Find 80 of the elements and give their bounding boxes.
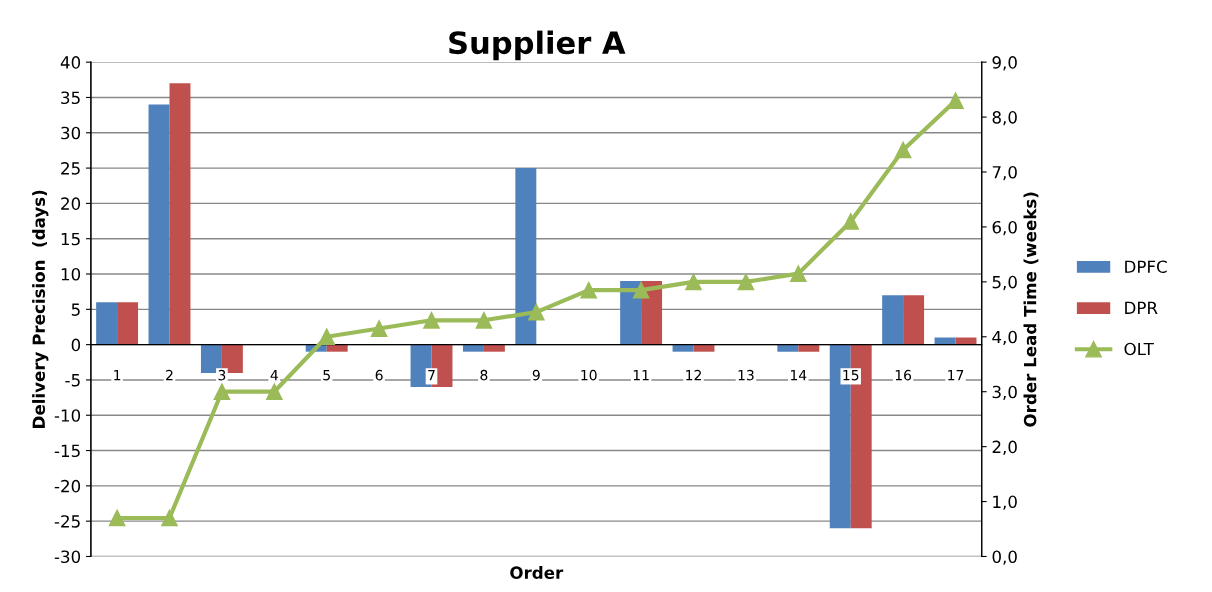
bar: [693, 344, 715, 352]
x-tick-label: 4: [270, 370, 278, 381]
bar: [117, 302, 139, 345]
x-tick-label: 9: [532, 369, 540, 381]
point: [842, 213, 860, 230]
point: [527, 303, 545, 321]
bar: [515, 168, 537, 345]
y-tick-label: 35: [61, 91, 80, 105]
y2-tick-label: 8,0: [992, 111, 1017, 126]
y2-axis-title: Order Lead Time (weeks): [1023, 192, 1039, 427]
bar: [169, 83, 191, 345]
bar: [798, 344, 820, 352]
x-tick-label: 15: [843, 370, 859, 381]
y-tick-label: -5: [65, 374, 80, 387]
chart-title: Supplier A: [449, 30, 626, 61]
bar: [777, 344, 799, 352]
y2-tick-label: 9,0: [992, 56, 1017, 71]
y2-tick-label: 4,0: [992, 330, 1017, 346]
point: [685, 273, 702, 291]
x-tick-label: 14: [791, 370, 807, 381]
point: [423, 311, 440, 329]
x-tick-label: 10: [581, 369, 597, 381]
y-tick-label: -15: [54, 444, 80, 458]
bar: [483, 344, 505, 352]
bar: [462, 344, 484, 352]
y-tick-label: 5: [71, 303, 80, 316]
point: [475, 311, 493, 329]
point: [370, 320, 388, 337]
y-tick-label: 40: [60, 56, 81, 69]
y-tick-label: 10: [61, 267, 81, 281]
point: [894, 141, 912, 159]
point: [161, 509, 178, 527]
y2-tick-label: 2,0: [992, 440, 1017, 455]
x-tick-label: 6: [375, 369, 383, 381]
bar: [148, 104, 170, 345]
y2-tick-label: 3,0: [992, 385, 1017, 400]
point: [108, 509, 126, 527]
legend-label: DPFC: [1125, 260, 1167, 274]
point: [580, 281, 598, 299]
x-tick-label: 2: [166, 369, 173, 381]
x-tick-label: 1: [114, 370, 121, 381]
point: [947, 92, 964, 109]
y-axis-title: Delivery Precision (days): [32, 190, 49, 428]
x-tick-label: 5: [323, 370, 330, 381]
x-tick-label: 7: [428, 370, 435, 381]
x-tick-label: 17: [948, 370, 964, 381]
x-tick-label: 16: [895, 369, 912, 381]
y-tick-label: 30: [61, 126, 81, 140]
point: [737, 273, 755, 291]
point: [265, 383, 283, 401]
y-tick-label: 15: [61, 232, 80, 246]
legend-label: DPR: [1125, 301, 1158, 314]
bar: [882, 295, 904, 345]
y2-tick-label: 0,0: [992, 550, 1017, 565]
y2-tick-label: 5,0: [992, 275, 1017, 291]
y2-tick-label: 7,0: [992, 165, 1017, 181]
bar: [903, 295, 925, 345]
x-tick-label: 12: [686, 369, 701, 381]
legend-label: OLT: [1124, 342, 1154, 356]
x-tick-label: 8: [480, 369, 488, 381]
bar: [672, 344, 694, 352]
x-axis-title: Order: [510, 566, 564, 579]
point: [632, 281, 650, 299]
y-tick-label: -30: [54, 550, 81, 564]
y-tick-label: -20: [54, 479, 81, 493]
y-tick-label: -10: [54, 409, 81, 422]
y-tick-label: 0: [71, 338, 81, 352]
point: [213, 383, 231, 401]
point: [789, 265, 807, 282]
bar: [96, 302, 118, 345]
bar: [326, 344, 348, 352]
y-tick-label: -25: [54, 515, 80, 528]
x-tick-label: 3: [218, 369, 226, 381]
y2-tick-label: 1,0: [993, 495, 1017, 510]
x-tick-label: 13: [738, 369, 754, 381]
y-tick-label: 20: [61, 197, 81, 210]
y-tick-label: 25: [61, 162, 80, 175]
x-tick-label: 11: [633, 370, 649, 381]
point: [318, 328, 336, 346]
y2-tick-label: 6,0: [992, 220, 1017, 236]
